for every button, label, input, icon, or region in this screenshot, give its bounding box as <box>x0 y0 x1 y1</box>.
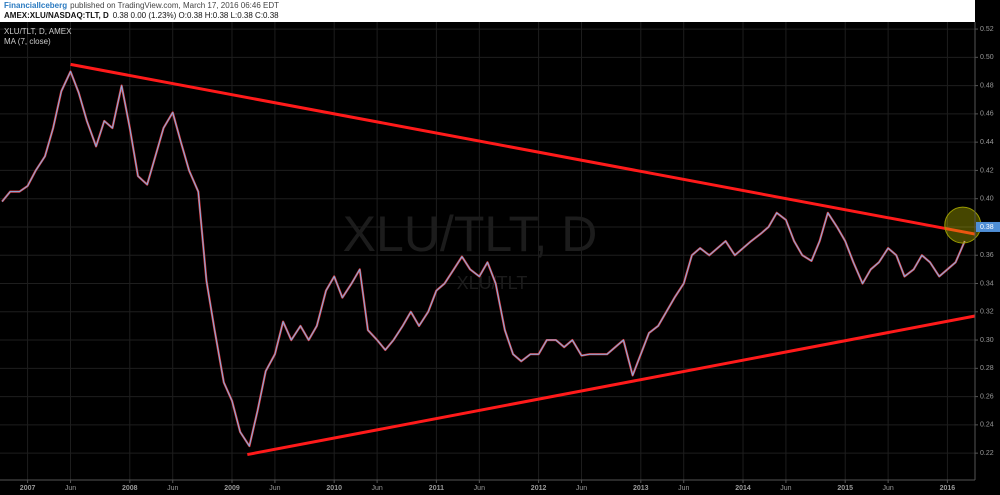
x-tick-label: Jun <box>65 485 76 492</box>
watermark-sub: XLU/TLT <box>457 273 528 293</box>
x-tick-label: 2012 <box>531 485 547 492</box>
trendline <box>70 62 976 236</box>
y-tick-label: 0.32 <box>980 309 994 316</box>
y-tick-label: 0.48 <box>980 82 994 89</box>
y-tick-label: 0.42 <box>980 167 994 174</box>
x-tick-label: Jun <box>167 485 178 492</box>
x-tick-label: 2009 <box>224 485 240 492</box>
y-tick-label: 0.46 <box>980 111 994 118</box>
y-tick-label: 0.40 <box>980 196 994 203</box>
publisher[interactable]: FinancialIceberg <box>4 1 67 10</box>
y-tick-label: 0.34 <box>980 280 994 287</box>
series-line <box>1 70 966 447</box>
x-tick-label: Jun <box>780 485 791 492</box>
plot <box>1 62 982 457</box>
y-tick-label: 0.30 <box>980 337 994 344</box>
x-tick-label: Jun <box>576 485 587 492</box>
x-tick-label: 2008 <box>122 485 138 492</box>
y-tick-label: 0.36 <box>980 252 994 259</box>
published-text: published on TradingView.com, March 17, … <box>70 1 279 10</box>
x-tick-label: Jun <box>882 485 893 492</box>
y-tick-label: 0.50 <box>980 54 994 61</box>
y-tick-label: 0.28 <box>980 365 994 372</box>
header-bar <box>0 0 975 22</box>
x-tick-label: 2007 <box>20 485 36 492</box>
x-tick-label: Jun <box>371 485 382 492</box>
y-tick-label: 0.26 <box>980 393 994 400</box>
x-tick-label: 2016 <box>940 485 956 492</box>
x-tick-label: Jun <box>474 485 485 492</box>
x-tick-label: 2014 <box>735 485 751 492</box>
y-tick-label: 0.24 <box>980 422 994 429</box>
x-tick-label: 2010 <box>326 485 342 492</box>
x-tick-label: 2011 <box>429 485 444 492</box>
y-tick-label: 0.22 <box>980 450 994 457</box>
x-tick-label: 2015 <box>837 485 853 492</box>
header-line: FinancialIceberg published on TradingView… <box>4 1 279 10</box>
watermark: XLU/TLT, D <box>343 206 598 262</box>
symbol: AMEX:XLU/NASDAQ:TLT, D <box>4 11 109 20</box>
legend-entry: XLU/TLT, D, AMEX <box>4 27 72 36</box>
last-value-box <box>976 221 1000 232</box>
y-tick-label: 0.52 <box>980 26 994 33</box>
x-tick-label: Jun <box>678 485 689 492</box>
legend-entry: MA (7, close) <box>4 37 51 46</box>
y-tick-label: 0.44 <box>980 139 994 146</box>
axes: 0.22 0.24 0.26 0.28 0.30 0.32 0.34 0.36 0.38 0.40… <box>0 22 1000 492</box>
grid <box>0 22 975 480</box>
x-tick-label: Jun <box>269 485 280 492</box>
last-value-label: 0.38 <box>980 224 994 231</box>
trendline <box>247 314 976 457</box>
quote-line: AMEX:XLU/NASDAQ:TLT, D 0.38 0.00 (1.23%) … <box>4 11 279 20</box>
x-tick-label: 2013 <box>633 485 649 492</box>
quote: 0.38 0.00 (1.23%) O:0.38 H:0.38 L:0.38 C… <box>113 11 279 20</box>
